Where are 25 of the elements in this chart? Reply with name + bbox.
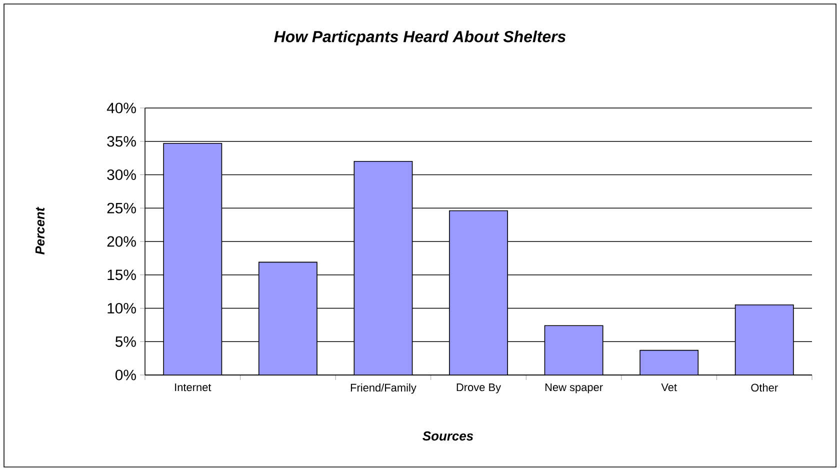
y-tick-label: 5% [115,336,136,347]
y-tick-label: 10% [108,302,136,314]
x-tick-label: Internet [175,384,212,392]
bar [449,210,508,375]
y-axis-title: Percent [35,206,45,255]
bar [258,262,318,375]
bar [354,160,413,375]
x-tick-label: New spaper [545,384,603,394]
x-tick-label: Drove By [456,384,501,394]
y-tick-label: 15% [108,270,136,280]
chart-title: How Particpants Heard About Shelters [274,30,566,46]
x-tick-label: Friend/Family [350,384,416,394]
bar [640,350,699,375]
y-tick-label: 20% [107,236,136,247]
y-tick-label: 30% [107,169,136,180]
y-tick-label: 0% [115,370,136,380]
bar [544,325,604,375]
bar [163,142,222,375]
x-tick-label: Vet [661,384,677,392]
y-tick-label: 25% [107,202,136,214]
x-axis-title: Sources [422,431,474,441]
bar [734,304,794,375]
y-tick-label: 35% [107,136,136,147]
x-tick-label: Other [751,384,778,392]
y-tick-label: 40% [106,102,136,114]
